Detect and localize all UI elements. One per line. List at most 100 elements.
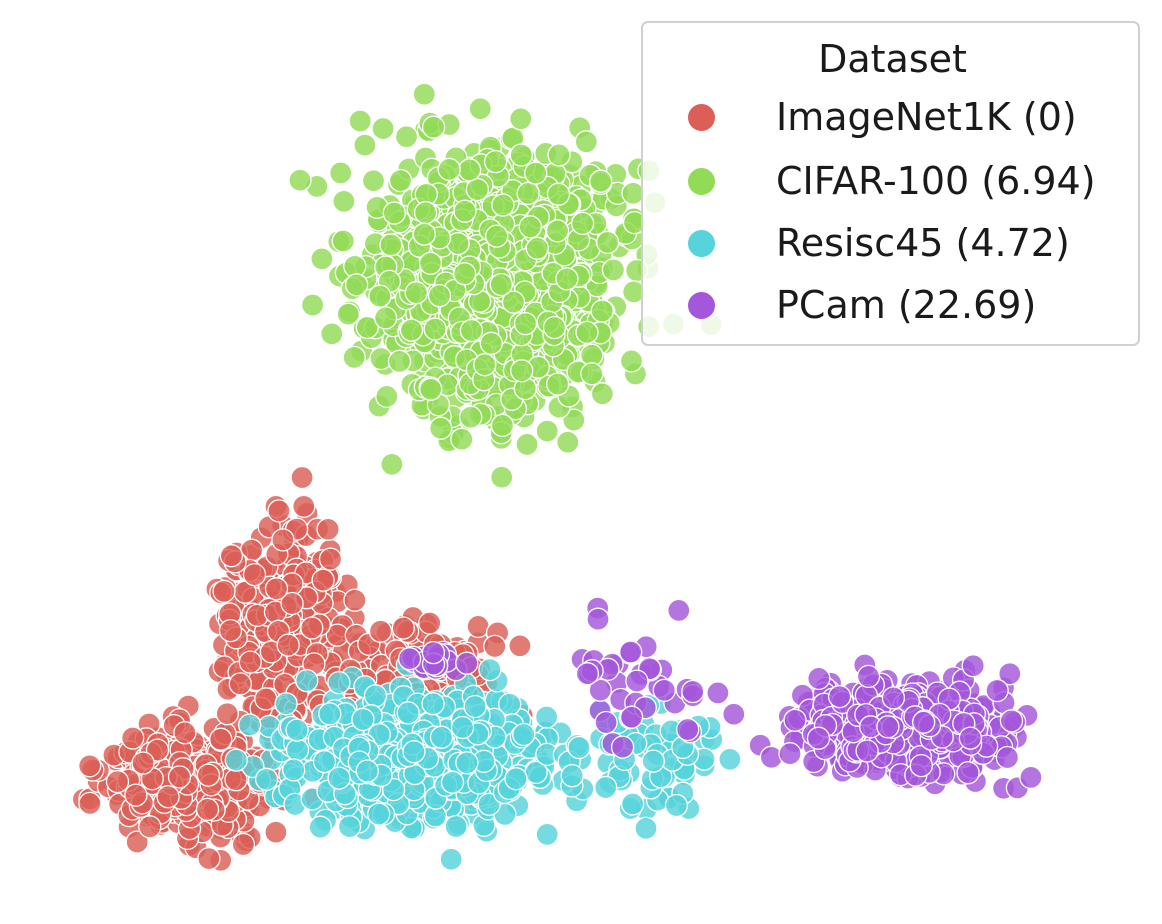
scatter-point — [490, 465, 514, 489]
scatter-point — [337, 814, 362, 839]
scatter-point — [453, 199, 477, 223]
scatter-point — [290, 465, 314, 490]
scatter-point — [254, 687, 278, 711]
scatter-point — [254, 767, 279, 791]
scatter-point — [300, 616, 324, 640]
series-pcam — [397, 596, 1043, 800]
scatter-point — [524, 161, 548, 185]
series-resisc45 — [224, 653, 742, 871]
scatter-point — [509, 143, 533, 167]
legend-item-resisc45: Resisc45 (4.72) — [643, 218, 1138, 270]
scatter-point — [594, 710, 618, 735]
scatter-point — [855, 739, 879, 763]
scatter-point — [681, 679, 705, 704]
scatter-point — [388, 168, 413, 193]
scatter-point — [601, 258, 626, 282]
scatter-point — [353, 133, 377, 157]
scatter-point — [676, 717, 700, 742]
scatter-point — [999, 709, 1024, 733]
scatter-point — [396, 701, 420, 725]
scatter-point — [535, 419, 559, 443]
scatter-point — [718, 747, 742, 771]
scatter-point — [271, 528, 295, 552]
scatter-point — [348, 109, 372, 133]
scatter-point — [429, 416, 453, 440]
scatter-point — [881, 686, 906, 710]
legend-label: ImageNet1K (0) — [776, 95, 1077, 139]
scatter-point — [264, 820, 288, 844]
scatter-point — [588, 678, 612, 702]
scatter-point — [504, 767, 528, 791]
scatter-point — [455, 651, 479, 675]
scatter-point — [373, 306, 398, 330]
scatter-point — [318, 702, 342, 726]
scatter-point — [706, 681, 730, 705]
scatter-point — [421, 640, 446, 665]
scatter-point — [958, 726, 983, 750]
scatter-point — [468, 97, 492, 121]
scatter-point — [595, 230, 620, 255]
scatter-point — [985, 678, 1009, 703]
scatter-point — [212, 579, 236, 604]
scatter-point — [355, 315, 379, 340]
scatter-point — [580, 362, 604, 386]
scatter-point — [156, 785, 180, 809]
legend-label: CIFAR-100 (6.94) — [776, 159, 1096, 203]
scatter-point — [423, 317, 447, 341]
data-points — [71, 82, 1043, 872]
scatter-point — [586, 607, 610, 631]
scatter-point — [478, 657, 502, 682]
scatter-point — [418, 611, 442, 635]
scatter-point — [308, 815, 332, 839]
scatter-point — [418, 251, 443, 275]
scatter-point — [404, 281, 428, 305]
scatter-point — [452, 262, 477, 286]
scatter-point — [783, 708, 807, 732]
scatter-point — [961, 654, 985, 678]
scatter-point — [909, 753, 933, 778]
scatter-point — [620, 792, 645, 816]
scatter-point — [397, 647, 422, 671]
scatter-point — [288, 168, 312, 192]
legend-label: PCam (22.69) — [776, 283, 1037, 327]
scatter-point — [380, 452, 404, 476]
scatter-point — [427, 283, 452, 308]
scatter-point — [264, 577, 289, 601]
scatter-point — [610, 735, 635, 759]
scatter-point — [457, 158, 482, 182]
scatter-point — [619, 349, 644, 373]
legend-marker — [687, 103, 716, 132]
scatter-point — [342, 345, 366, 370]
scatter-point — [363, 684, 388, 708]
scatter-point — [300, 293, 325, 317]
scatter-point — [331, 229, 355, 253]
scatter-point — [355, 759, 379, 783]
scatter-point — [105, 769, 130, 794]
scatter-point — [911, 710, 936, 734]
scatter-point — [459, 405, 483, 429]
scatter-point — [525, 236, 549, 260]
scatter-point — [437, 157, 461, 182]
scatter-point — [450, 715, 475, 740]
scatter-point — [465, 177, 490, 202]
scatter-point — [124, 783, 148, 807]
scatter-point — [574, 130, 598, 154]
scatter-point — [282, 758, 306, 782]
scatter-point — [238, 650, 262, 674]
scatter-point — [195, 797, 220, 822]
scatter-point — [316, 517, 340, 541]
legend: Dataset ImageNet1K (0) CIFAR-100 (6.94) … — [641, 21, 1140, 346]
scatter-point — [419, 377, 443, 401]
scatter-point — [876, 715, 900, 739]
series-cifar100 — [288, 82, 723, 489]
scatter-point — [367, 802, 391, 826]
scatter-point — [562, 408, 586, 432]
scatter-point — [368, 619, 393, 643]
scatter-point — [463, 694, 487, 719]
scatter-point — [387, 349, 412, 374]
scatter-point — [421, 692, 445, 716]
scatter-point — [121, 726, 145, 750]
scatter-point — [778, 742, 802, 766]
scatter-point — [459, 318, 484, 343]
